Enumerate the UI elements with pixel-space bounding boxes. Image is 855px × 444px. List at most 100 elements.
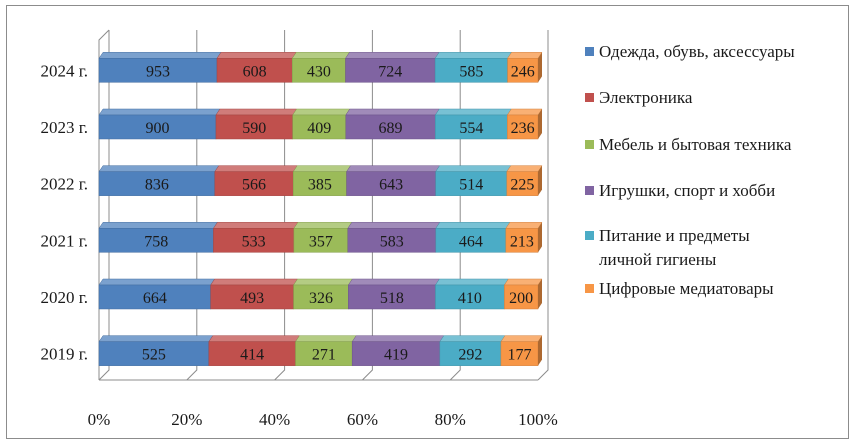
data-label: 326 [309,290,333,307]
category-label: 2023 г. [40,118,88,137]
bar-segment [98,171,216,196]
data-label: 525 [142,347,166,364]
bar-top-face [214,165,298,172]
bar-segment [435,114,508,140]
gridlines [98,30,549,381]
bar-segment [292,58,346,83]
bar-top-face [506,165,543,172]
data-label: 246 [511,63,535,80]
data-label: 585 [459,63,483,80]
x-tick-label: 20% [171,410,202,429]
data-label: 533 [242,233,266,250]
data-label: 409 [307,120,331,137]
bar-segment [345,58,436,83]
x-tick-label: 60% [347,410,378,429]
data-label: 724 [378,63,402,80]
bar-top-face [506,108,543,116]
data-label: 554 [459,120,483,137]
data-label: 271 [312,347,336,364]
bar-top-face [503,278,543,286]
data-label: 664 [143,290,167,307]
bar-top-face [351,335,445,342]
bar-top-face [293,278,353,286]
bar-top-face [434,108,512,116]
category-label: 2021 г. [40,231,88,250]
bar-top-face [98,278,216,286]
legend-label: Питание и предметы [599,226,750,245]
data-label: 430 [307,63,331,80]
bar-segment [506,171,539,196]
gridline [274,30,286,381]
data-label: 566 [242,177,266,194]
bar-segment [98,114,217,140]
bar-top-face [292,165,352,172]
legend-swatch [585,186,594,195]
legend-swatch [585,284,594,293]
gridline [449,30,461,381]
gridline [98,30,110,381]
data-label: 357 [309,233,333,250]
bar-segment [98,58,218,83]
bar-top-face [293,222,353,229]
legend-swatch [585,140,594,149]
legend-label: Мебель и бытовая техника [599,135,792,154]
bar-top-face [216,52,297,59]
bar-segment [98,341,210,366]
bar-segment [500,341,539,366]
data-label: 518 [380,290,404,307]
bar-top-face [98,165,220,172]
category-label: 2022 г. [40,175,88,194]
bar-side-face [538,279,542,309]
bar-segment [98,228,214,253]
bar-segment [504,284,539,310]
bar-side-face [538,52,542,83]
bar-segment [434,58,508,83]
bar-segment [292,114,347,140]
axis-wall [98,29,110,380]
bar-top-face [347,278,440,286]
x-tick-label: 0% [88,410,111,429]
bar-side-face [538,165,542,196]
bar-segment [435,228,507,253]
data-label: 583 [380,233,404,250]
data-label: 225 [510,177,534,194]
data-label: 608 [243,63,267,80]
bar-top-face [434,278,509,286]
category-label: 2019 г. [40,345,88,364]
bar-top-face [98,108,221,116]
data-label: 953 [146,63,170,80]
bar-segment [507,114,539,140]
data-label: 419 [384,347,408,364]
bar-top-face [347,222,441,229]
bar-top-face [507,52,543,59]
data-label: 410 [458,290,482,307]
bar-segment [293,284,349,310]
data-label: 493 [240,290,264,307]
category-label: 2020 г. [40,288,88,307]
data-label: 200 [509,290,533,307]
bar-segment [435,284,505,310]
bar-segment [293,228,349,253]
bar-top-face [346,165,441,172]
bar-segment [439,341,502,366]
bar-top-face [208,335,300,342]
bar-segment [98,284,211,310]
bar-segment [210,284,294,310]
data-label: 213 [510,233,534,250]
legend-label: Игрушки, спорт и хобби [599,181,775,200]
data-label: 643 [379,177,403,194]
bar-segment [348,284,436,310]
bar-top-face [215,108,298,116]
bar-top-face [505,222,543,229]
gridline [537,30,549,381]
data-label: 464 [459,233,483,250]
bar-top-face [291,52,350,59]
data-label: 236 [511,120,535,137]
gridline [362,30,373,381]
bar-side-face [538,109,542,139]
bar-top-face [98,52,222,59]
legend-label: Электроника [599,88,693,107]
bar-top-face [435,165,512,172]
data-label: 177 [507,347,531,364]
bar-top-face [98,335,214,342]
